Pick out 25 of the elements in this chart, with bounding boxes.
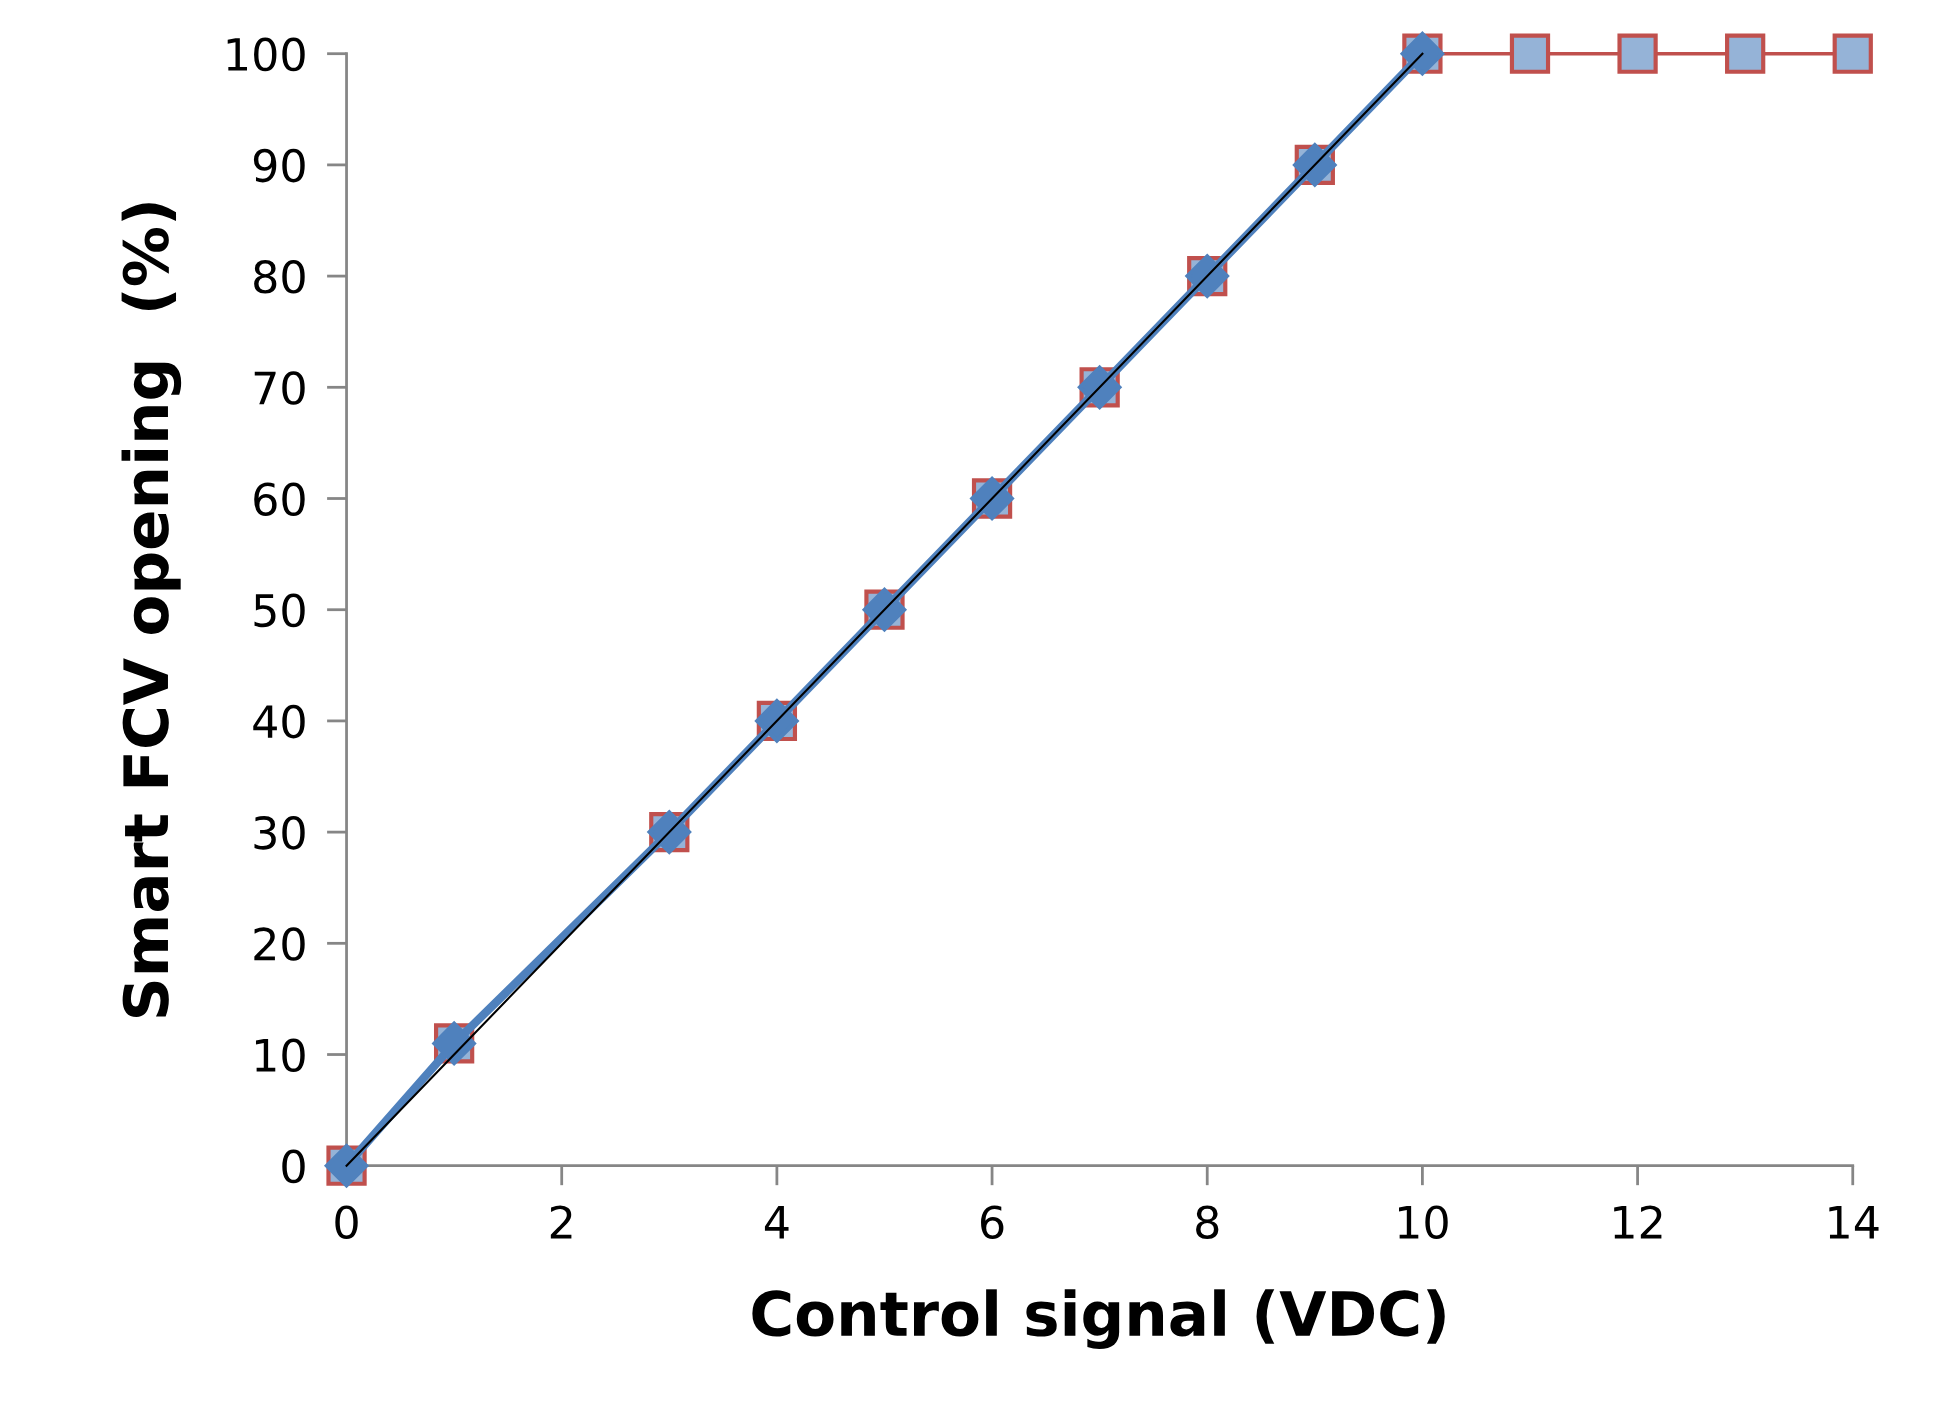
y-tick-label: 10 (255, 1038, 305, 1073)
x-tick-label: 0 (335, 1205, 358, 1240)
y-tick-label: 0 (282, 1149, 305, 1184)
x-tick-label: 6 (981, 1205, 1004, 1240)
x-tick-label: 12 (1614, 1205, 1662, 1239)
point (1509, 33, 1551, 74)
y-tick-label: 90 (253, 148, 305, 183)
x-tick-label: 4 (764, 1205, 789, 1239)
y-tick-label: 100 (227, 37, 305, 72)
y-tick-label: 20 (254, 927, 305, 961)
point (1832, 33, 1873, 74)
x-tick-label: 10 (1399, 1205, 1448, 1240)
y-tick-label: 70 (254, 371, 305, 405)
y-tick-label: 60 (254, 482, 305, 517)
x-tick-label: 8 (1196, 1205, 1219, 1240)
y-tick-label: 40 (253, 704, 305, 739)
y-axis-title: Smart FCV opening (%) (121, 203, 182, 1017)
point (1725, 33, 1766, 74)
x-tick-label: 2 (550, 1205, 572, 1239)
y-tick-label: 80 (254, 260, 305, 294)
x-tick-label: 14 (1829, 1205, 1879, 1239)
x-axis-title: Control signal (VDC) (752, 1289, 1445, 1349)
y-tick-label: 50 (254, 593, 305, 628)
y-tick-label: 30 (254, 816, 305, 850)
point (1617, 33, 1658, 74)
